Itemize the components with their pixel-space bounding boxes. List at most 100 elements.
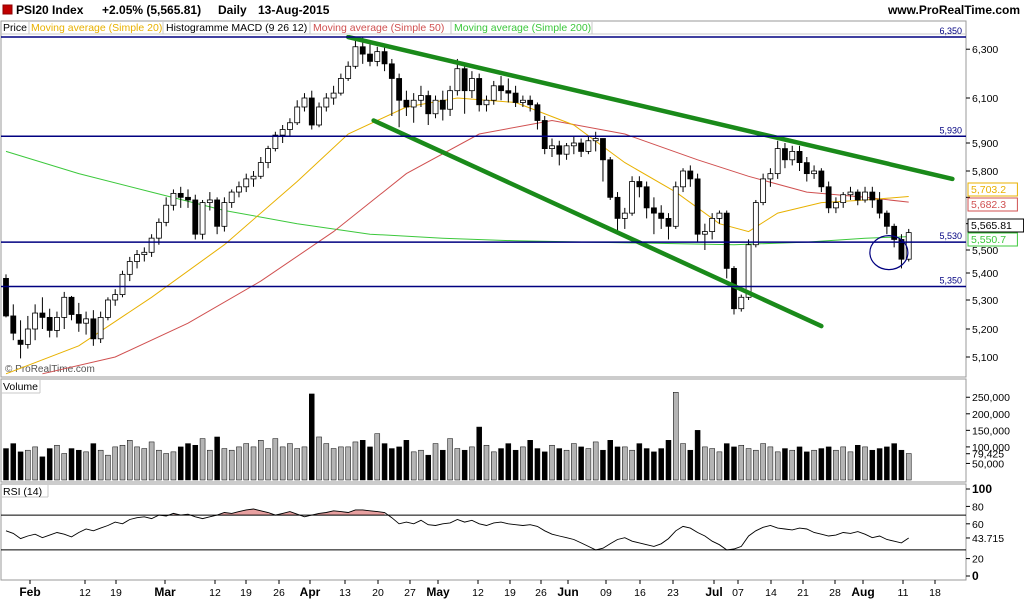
candle (643, 181, 650, 219)
candle-body (869, 191, 876, 201)
candle-body (97, 316, 104, 340)
volume-bar (294, 448, 300, 481)
candle (658, 205, 665, 229)
volume-bar (665, 440, 672, 481)
value-badge (967, 197, 1018, 212)
candle (818, 168, 825, 193)
candle (796, 145, 803, 171)
candle (418, 85, 424, 107)
candle-body (701, 231, 708, 235)
volume-bar (869, 449, 876, 481)
candle (578, 138, 585, 157)
candle-body (90, 318, 97, 340)
candle-body (177, 192, 184, 198)
value-badge-label: 5,565.81 (971, 220, 1012, 232)
candle-body (738, 296, 745, 310)
candle (97, 311, 104, 343)
candle-body (570, 142, 577, 147)
header-symbol: PSI20 Index (16, 3, 84, 17)
candle (236, 181, 242, 198)
candle-body (796, 150, 803, 163)
volume-bar (3, 448, 9, 481)
volume-bar (636, 443, 643, 481)
volume-bar (10, 443, 17, 481)
volume-bar (156, 449, 162, 481)
candle-body (767, 173, 774, 180)
price-tick-label: 5,500 (972, 245, 998, 257)
candle-body (75, 314, 82, 324)
volume-bar (338, 446, 344, 481)
candle (396, 73, 403, 128)
candle-body (236, 186, 242, 193)
header-period: Daily (218, 3, 247, 17)
volume-bar (643, 448, 650, 481)
candle-body (782, 148, 788, 161)
candle-body (483, 99, 490, 106)
volume-bar (687, 449, 694, 481)
candle (709, 213, 716, 240)
volume-bar (396, 446, 402, 481)
ma20-line (5, 97, 909, 375)
value-badge-label: 5,682.3 (971, 199, 1006, 211)
volume-bar (46, 448, 53, 481)
candle (738, 294, 745, 312)
candle (257, 157, 264, 179)
volume-bar (148, 441, 155, 481)
x-tick-label: 16 (634, 587, 646, 599)
candle (199, 199, 206, 240)
candle-body (170, 192, 177, 206)
candle-body (803, 162, 810, 175)
level-label: 6,350 (939, 26, 962, 36)
volume-bar (97, 449, 104, 481)
candle (410, 93, 417, 123)
volume-bar (432, 443, 439, 481)
candle-body (24, 328, 31, 345)
candle (10, 304, 17, 341)
candle-body (578, 142, 585, 152)
x-tick-label: May (426, 585, 450, 599)
candle (381, 46, 388, 72)
candle-body (862, 191, 868, 201)
candle-body (403, 99, 410, 108)
volume-bar (287, 443, 293, 481)
x-tick-label: 26 (535, 587, 547, 599)
volume-bar (177, 446, 184, 481)
candle-body (665, 217, 672, 227)
x-tick-label: 14 (765, 587, 777, 599)
candle (192, 194, 199, 240)
candle (541, 116, 548, 155)
price-tick-label: 5,100 (972, 352, 998, 364)
candle-body (294, 106, 301, 124)
price-tick-label: 5,200 (972, 324, 998, 336)
volume-bar (629, 449, 635, 481)
rsi-panel (0, 483, 967, 581)
volume-bar (811, 449, 817, 481)
volume-bar (862, 446, 868, 481)
candle (134, 250, 140, 269)
candle-body (833, 202, 839, 209)
candle (490, 80, 497, 105)
volume-bar (767, 446, 774, 481)
volume-bar (461, 449, 468, 481)
volume-bar (279, 446, 286, 481)
candle-body (367, 53, 373, 62)
x-tick-label: 09 (600, 587, 612, 599)
highlight-ellipse (869, 235, 909, 271)
candle (17, 320, 24, 359)
x-tick-label: 19 (110, 587, 122, 599)
candle-body (672, 186, 679, 227)
volume-bar (76, 449, 82, 481)
candle (519, 95, 526, 107)
volume-plot (3, 392, 912, 481)
candle-body (112, 294, 119, 301)
x-tick-label: Jul (705, 585, 722, 599)
price-tick-label: 5,900 (972, 138, 998, 150)
candle (825, 181, 832, 214)
volume-bar (410, 451, 417, 481)
candle-body (10, 315, 17, 334)
volume-bar (32, 446, 38, 481)
candle (272, 131, 279, 152)
candle (454, 58, 461, 96)
candle-body (359, 46, 366, 55)
volume-bar (731, 446, 737, 481)
